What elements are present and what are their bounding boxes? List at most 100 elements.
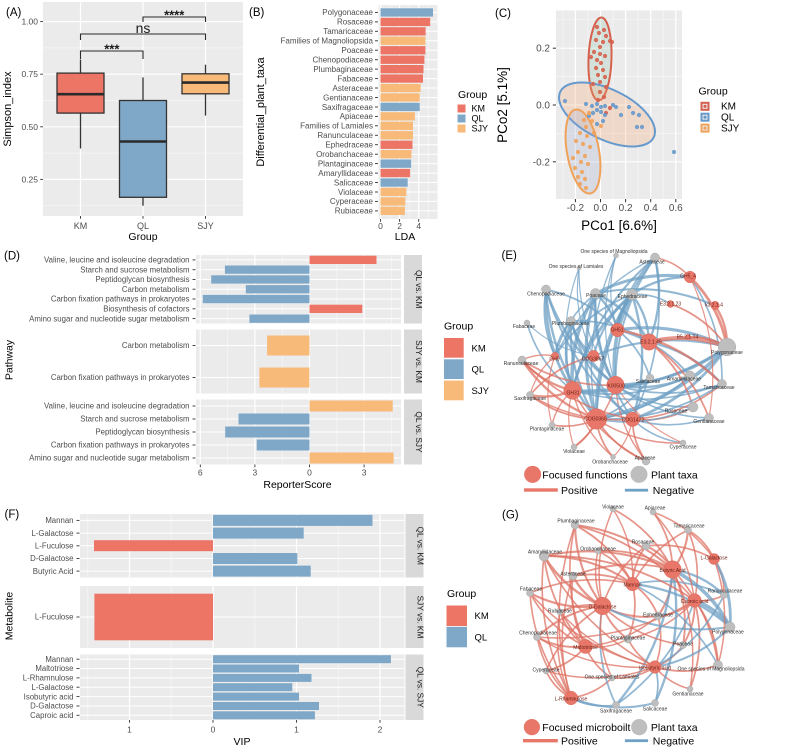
- svg-text:Maltotriose: Maltotriose: [35, 664, 73, 673]
- svg-text:Peptidoglycan biosynthesis: Peptidoglycan biosynthesis: [95, 275, 189, 284]
- svg-text:1: 1: [127, 725, 132, 735]
- svg-text:SJY: SJY: [197, 221, 214, 231]
- svg-text:****: ****: [164, 8, 185, 23]
- svg-text:Families of Magnoliopsida: Families of Magnoliopsida: [281, 37, 374, 46]
- svg-text:Butyric Acid: Butyric Acid: [33, 567, 74, 576]
- svg-text:3: 3: [253, 467, 258, 477]
- svg-text:Plantaginaceae: Plantaginaceae: [611, 635, 646, 641]
- svg-text:PCo2 [5.1%]: PCo2 [5.1%]: [495, 67, 510, 143]
- svg-text:Violaceae: Violaceae: [563, 449, 585, 455]
- svg-text:Cyperaceae: Cyperaceae: [533, 667, 560, 673]
- svg-text:Cyperaceae: Cyperaceae: [330, 197, 374, 206]
- svg-text:(G): (G): [502, 510, 519, 522]
- svg-text:One species of Magnoliopsida: One species of Magnoliopsida: [581, 249, 648, 255]
- svg-text:Isobutyric acid: Isobutyric acid: [24, 692, 74, 701]
- svg-text:Ephedraceae: Ephedraceae: [325, 141, 373, 150]
- svg-text:Plumbaginaceae: Plumbaginaceae: [313, 65, 373, 74]
- svg-text:-0.2: -0.2: [533, 157, 551, 168]
- svg-text:0: 0: [211, 725, 216, 735]
- svg-text:One species of Lamiales: One species of Lamiales: [585, 674, 640, 680]
- svg-text:k3.2.1.4: k3.2.1.4: [705, 302, 723, 308]
- svg-text:SJY vs. KM: SJY vs. KM: [414, 340, 424, 383]
- svg-text:Isobutyric acid: Isobutyric acid: [639, 665, 671, 671]
- svg-text:0.4: 0.4: [644, 203, 658, 214]
- svg-text:QL vs. KM: QL vs. KM: [414, 270, 424, 309]
- svg-text:0: 0: [378, 221, 383, 231]
- svg-text:0.0: 0.0: [536, 101, 550, 112]
- svg-text:Tamaricaceae: Tamaricaceae: [323, 27, 373, 36]
- svg-text:Plantaginaceae: Plantaginaceae: [530, 426, 565, 432]
- svg-text:Salicaceae: Salicaceae: [334, 178, 374, 187]
- svg-text:3: 3: [362, 467, 367, 477]
- svg-text:Saxifragaceae: Saxifragaceae: [514, 396, 546, 402]
- svg-text:Starch and sucrose metabolism: Starch and sucrose metabolism: [80, 415, 189, 424]
- svg-text:Apiaceae: Apiaceae: [645, 505, 666, 511]
- svg-text:GH5_4: GH5_4: [680, 273, 696, 279]
- svg-text:Rosaceae: Rosaceae: [632, 539, 655, 545]
- svg-text:2: 2: [397, 221, 402, 231]
- svg-text:Negative: Negative: [653, 736, 695, 748]
- svg-text:Fabaceae: Fabaceae: [513, 324, 535, 330]
- svg-text:L-Rhamnulose: L-Rhamnulose: [23, 674, 74, 683]
- svg-text:Families of Lamiales: Families of Lamiales: [300, 122, 373, 131]
- svg-text:Poaceae: Poaceae: [586, 293, 606, 299]
- svg-text:***: ***: [104, 42, 120, 57]
- svg-text:Butyric Acid: Butyric Acid: [659, 568, 685, 574]
- svg-text:QL vs. SJY: QL vs. SJY: [414, 411, 424, 453]
- svg-text:Positive: Positive: [561, 736, 598, 748]
- svg-text:Positive: Positive: [561, 485, 598, 497]
- svg-text:E3.2.1.45: E3.2.1.45: [640, 339, 662, 345]
- svg-text:0: 0: [307, 467, 312, 477]
- svg-text:Gentianaceae: Gentianaceae: [693, 419, 724, 425]
- svg-text:Amaryllidaceae: Amaryllidaceae: [318, 169, 373, 178]
- svg-text:(E): (E): [502, 250, 518, 262]
- svg-text:COG1472: COG1472: [622, 417, 645, 423]
- svg-text:L-Galactose: L-Galactose: [701, 555, 728, 561]
- svg-text:6: 6: [198, 467, 203, 477]
- svg-text:Asteraceae: Asteraceae: [639, 259, 665, 265]
- svg-text:SJY: SJY: [472, 124, 489, 134]
- svg-text:Violaceae: Violaceae: [602, 504, 624, 510]
- svg-text:1.00: 1.00: [21, 17, 38, 27]
- svg-text:KM: KM: [472, 343, 486, 354]
- svg-text:(B): (B): [249, 7, 265, 19]
- svg-text:L-Fuculose: L-Fuculose: [35, 542, 74, 551]
- svg-text:Carbon fixation pathways in pr: Carbon fixation pathways in prokaryotes: [51, 295, 190, 304]
- svg-text:KM: KM: [721, 102, 736, 113]
- svg-text:Chenopodiaceae: Chenopodiaceae: [519, 630, 557, 636]
- svg-text:Group: Group: [128, 231, 157, 243]
- svg-text:SJY vs. KM: SJY vs. KM: [415, 596, 425, 639]
- svg-text:Polygonaceae: Polygonaceae: [322, 8, 373, 17]
- svg-text:Plumbaginaceae: Plumbaginaceae: [557, 518, 594, 524]
- svg-text:Rubiaceae: Rubiaceae: [548, 608, 572, 614]
- svg-text:Focused functions: Focused functions: [542, 469, 627, 481]
- svg-text:Caproic acid: Caproic acid: [30, 711, 73, 720]
- svg-text:Asteraceae: Asteraceae: [560, 571, 586, 577]
- svg-text:QL: QL: [472, 114, 484, 124]
- svg-text:Fabaceae: Fabaceae: [520, 586, 542, 592]
- svg-text:Plantaginaceae: Plantaginaceae: [318, 159, 374, 168]
- svg-text:Focused microboilt: Focused microboilt: [542, 722, 630, 734]
- svg-text:SJY: SJY: [721, 123, 740, 134]
- svg-text:Orobanchaceae: Orobanchaceae: [592, 459, 628, 465]
- svg-text:Group: Group: [458, 89, 487, 101]
- svg-text:Salicaceae: Salicaceae: [643, 706, 668, 712]
- svg-text:Apiaceae: Apiaceae: [635, 455, 656, 461]
- svg-text:Apiaceae: Apiaceae: [340, 112, 374, 121]
- svg-text:Violaceae: Violaceae: [338, 188, 374, 197]
- svg-text:Group: Group: [447, 588, 476, 600]
- svg-text:B5.2.1.T4: B5.2.1.T4: [677, 334, 699, 340]
- svg-text:Ranunculaceae: Ranunculaceae: [317, 131, 373, 140]
- svg-text:D-Galactose: D-Galactose: [30, 702, 73, 711]
- svg-text:L-Rhamnulose: L-Rhamnulose: [555, 696, 588, 702]
- svg-text:0.50: 0.50: [21, 122, 38, 132]
- svg-text:Polygonaceae: Polygonaceae: [711, 350, 743, 356]
- svg-text:(A): (A): [6, 7, 22, 19]
- svg-text:0.2: 0.2: [536, 44, 550, 55]
- svg-text:Differential_plant_taxa: Differential_plant_taxa: [255, 56, 267, 166]
- svg-text:COG3867: COG3867: [582, 356, 605, 362]
- svg-text:Salicaceae: Salicaceae: [636, 379, 661, 385]
- svg-text:GH51: GH51: [610, 327, 623, 333]
- svg-text:Fabaceae: Fabaceae: [337, 74, 373, 83]
- svg-text:Tamaricaceae: Tamaricaceae: [673, 523, 704, 529]
